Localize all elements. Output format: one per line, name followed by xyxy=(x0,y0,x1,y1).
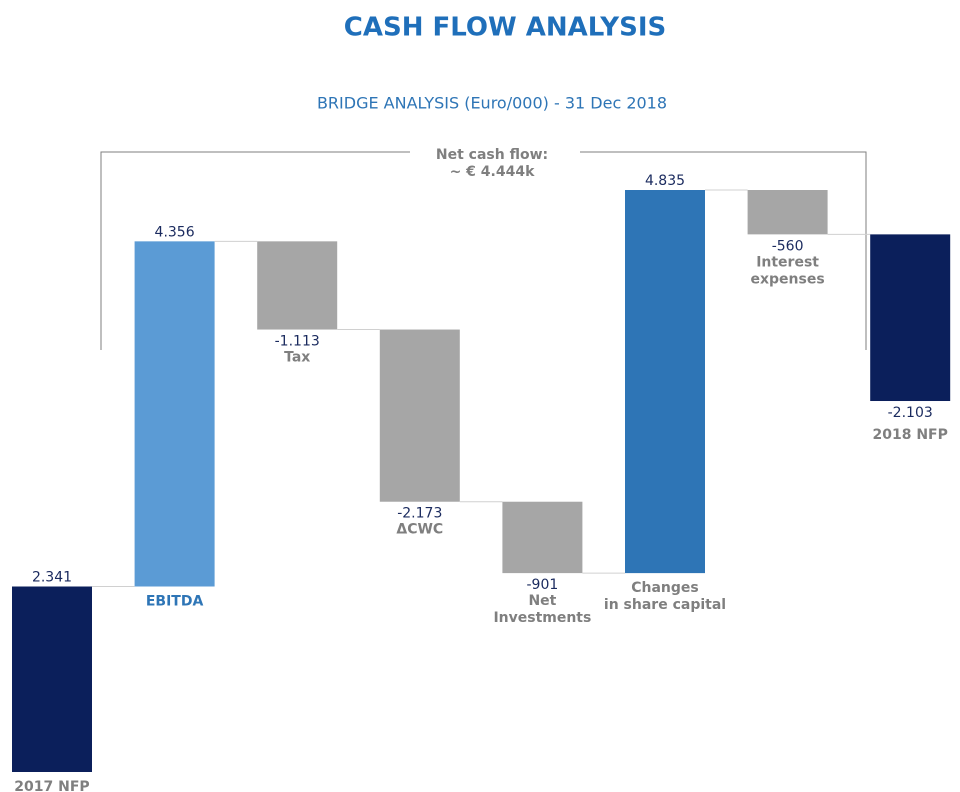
bar xyxy=(502,501,583,574)
value-label: -1.113 xyxy=(275,334,320,350)
category-label: 2018 NFP xyxy=(873,427,948,443)
category-line: Investments xyxy=(493,610,591,626)
bar xyxy=(257,241,338,330)
category-line: Net xyxy=(528,593,556,609)
category-label: ΔCWC xyxy=(396,522,443,538)
category-line: in share capital xyxy=(604,597,726,613)
bar xyxy=(625,190,705,574)
value-label: -560 xyxy=(772,238,804,254)
value-label: 2.341 xyxy=(32,570,72,586)
annotation: ~ € 4.444k xyxy=(450,164,536,180)
category-line: Changes xyxy=(631,580,699,596)
value-label: 4.356 xyxy=(155,224,195,240)
category-label: EBITDA xyxy=(146,594,204,610)
category-line: Interest xyxy=(756,254,819,270)
category-label: Changes in share capital xyxy=(604,580,726,613)
value-label: 4.835 xyxy=(645,173,685,189)
bar xyxy=(870,234,951,402)
bar xyxy=(747,190,828,235)
chart-subtitle: BRIDGE ANALYSIS (Euro/000) - 31 Dec 2018 xyxy=(317,94,667,113)
bar xyxy=(134,241,215,587)
bracket-right xyxy=(580,151,867,350)
category-label: Interest expenses xyxy=(751,254,825,287)
chart-title: CASH FLOW ANALYSIS xyxy=(344,13,666,43)
value-label: -901 xyxy=(527,577,559,593)
annotation: Net cash flow: xyxy=(436,147,548,163)
bar xyxy=(12,586,92,772)
category-label: Net Investments xyxy=(493,593,591,626)
bracket-left xyxy=(100,151,410,350)
category-line: expenses xyxy=(751,271,825,287)
category-label: Tax xyxy=(284,350,310,366)
category-label: 2017 NFP xyxy=(14,779,89,792)
value-label: -2.173 xyxy=(397,506,442,522)
value-label: -2.103 xyxy=(888,405,933,421)
bar xyxy=(379,329,460,502)
